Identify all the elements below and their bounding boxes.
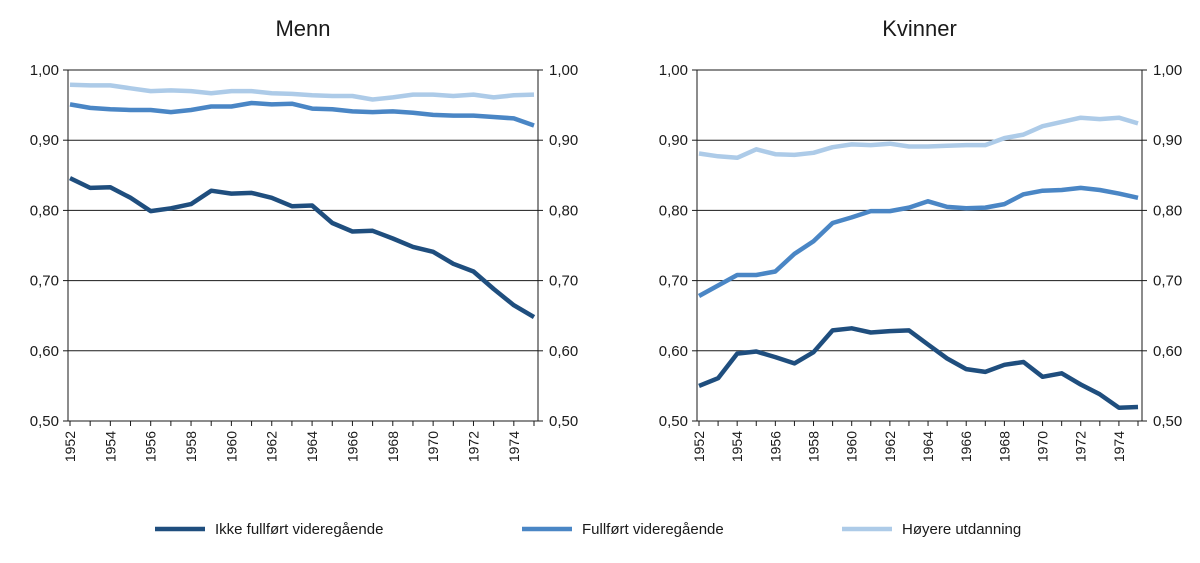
panel-2-x-tick-label: 1960 <box>844 431 860 462</box>
panel-2-y-tick-label-left: 0,90 <box>659 132 688 149</box>
panel-2-x-tick-label: 1968 <box>996 431 1012 462</box>
panel-2-y-tick-label-left: 0,70 <box>659 273 688 290</box>
panel-1-y-tick-label-right: 0,60 <box>549 343 578 360</box>
panel-2-y-tick-label-right: 0,90 <box>1153 132 1182 149</box>
panel-1-y-tick-label-left: 0,50 <box>30 413 59 430</box>
panel-1-x-tick-label: 1956 <box>143 431 159 462</box>
panel-1-x-tick-label: 1958 <box>183 431 199 462</box>
panel-1-y-tick-label-left: 0,60 <box>30 343 59 360</box>
panel-2-x-tick-label: 1958 <box>806 431 822 462</box>
panel-1-series-line-1 <box>69 176 536 320</box>
panel-1-series-line-3 <box>69 82 535 102</box>
panel-1-x-tick-label: 1970 <box>425 431 441 462</box>
panel-2-x-tick-label: 1954 <box>729 431 745 462</box>
panel-1-y-tick-label-left: 0,90 <box>30 132 59 149</box>
panel-2-y-tick-label-left: 0,80 <box>659 202 688 219</box>
panel-2-x-tick-label: 1966 <box>958 431 974 462</box>
panel-1-y-tick-label-right: 0,80 <box>549 202 578 219</box>
panel-2-y-tick-label-right: 0,70 <box>1153 273 1182 290</box>
panel-1-y-tick-label-left: 0,80 <box>30 202 59 219</box>
panel-2-title: Kvinner <box>882 16 957 41</box>
legend-label-1: Ikke fullført videregående <box>215 521 383 538</box>
panel-2-x-tick-label: 1962 <box>882 431 898 462</box>
panel-1-x-tick-label: 1964 <box>304 431 320 462</box>
panel-2-x-tick-label: 1964 <box>920 431 936 462</box>
panel-1-y-tick-label-right: 1,00 <box>549 62 578 79</box>
panel-1-x-tick-label: 1962 <box>264 431 280 462</box>
panel-2-y-tick-label-right: 0,60 <box>1153 343 1182 360</box>
panel-1-x-tick-label: 1960 <box>223 431 239 462</box>
panel-2-series-line-3 <box>698 115 1139 161</box>
panel-1-title: Menn <box>275 16 330 41</box>
panel-2-y-tick-label-left: 0,60 <box>659 343 688 360</box>
panel-2-y-tick-label-left: 1,00 <box>659 62 688 79</box>
legend-label-3: Høyere utdanning <box>902 521 1021 538</box>
panel-2-x-tick-label: 1952 <box>691 431 707 462</box>
panel-2-series-line-2 <box>697 185 1139 298</box>
panel-1-series-line-2 <box>69 100 535 128</box>
panel-2-y-tick-label-left: 0,50 <box>659 413 688 430</box>
panel-1-y-tick-label-right: 0,50 <box>549 413 578 430</box>
panel-1-y-tick-label-right: 0,70 <box>549 273 578 290</box>
panel-2-y-tick-label-right: 0,80 <box>1153 202 1182 219</box>
panel-2-x-tick-label: 1974 <box>1111 431 1127 462</box>
panel-1-x-tick-label: 1972 <box>465 431 481 462</box>
panel-1-x-tick-label: 1954 <box>102 431 118 462</box>
panel-1-x-tick-label: 1952 <box>62 431 78 462</box>
panel-1-y-tick-label-left: 0,70 <box>30 273 59 290</box>
panel-1-y-tick-label-right: 0,90 <box>549 132 578 149</box>
panel-1-x-tick-label: 1974 <box>506 431 522 462</box>
panel-1-y-tick-label-left: 1,00 <box>30 62 59 79</box>
panel-2-y-tick-label-right: 0,50 <box>1153 413 1182 430</box>
panel-2-x-tick-label: 1970 <box>1035 431 1051 462</box>
legend-label-2: Fullført videregående <box>582 521 724 538</box>
panel-1-x-tick-label: 1968 <box>385 431 401 462</box>
panel-2-series-line-1 <box>698 326 1139 410</box>
panel-2-x-tick-label: 1956 <box>767 431 783 462</box>
panel-2-y-tick-label-right: 1,00 <box>1153 62 1182 79</box>
panel-2-x-tick-label: 1972 <box>1073 431 1089 462</box>
panel-1-x-tick-label: 1966 <box>344 431 360 462</box>
